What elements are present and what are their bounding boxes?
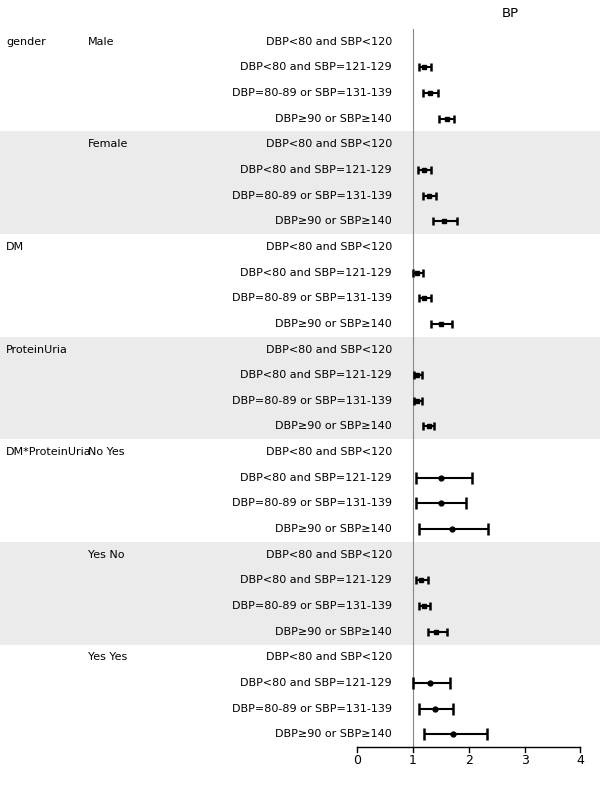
Text: 4: 4 bbox=[577, 754, 584, 767]
Text: DBP<80 and SBP=121-129: DBP<80 and SBP=121-129 bbox=[241, 165, 392, 175]
Text: DBP<80 and SBP<120: DBP<80 and SBP<120 bbox=[266, 652, 392, 662]
Bar bbox=[0, 131, 600, 157]
Bar bbox=[0, 337, 600, 362]
Text: DBP=80-89 or SBP=131-139: DBP=80-89 or SBP=131-139 bbox=[232, 294, 392, 303]
Text: DBP<80 and SBP=121-129: DBP<80 and SBP=121-129 bbox=[241, 678, 392, 688]
Bar bbox=[0, 388, 600, 414]
Text: DBP<80 and SBP=121-129: DBP<80 and SBP=121-129 bbox=[241, 370, 392, 380]
Text: DBP=80-89 or SBP=131-139: DBP=80-89 or SBP=131-139 bbox=[232, 88, 392, 98]
Text: DBP=80-89 or SBP=131-139: DBP=80-89 or SBP=131-139 bbox=[232, 396, 392, 406]
Text: 0: 0 bbox=[353, 754, 361, 767]
Text: DBP≥90 or SBP≥140: DBP≥90 or SBP≥140 bbox=[275, 524, 392, 534]
Text: DBP<80 and SBP<120: DBP<80 and SBP<120 bbox=[266, 37, 392, 46]
Text: Female: Female bbox=[88, 139, 128, 150]
Bar bbox=[0, 567, 600, 594]
Text: ProteinUria: ProteinUria bbox=[6, 345, 68, 354]
Bar bbox=[0, 594, 600, 619]
Bar bbox=[0, 209, 600, 234]
Bar bbox=[0, 157, 600, 182]
Text: DBP=80-89 or SBP=131-139: DBP=80-89 or SBP=131-139 bbox=[232, 704, 392, 714]
Text: DM*ProteinUria: DM*ProteinUria bbox=[6, 447, 92, 457]
Bar bbox=[0, 542, 600, 567]
Text: DBP<80 and SBP=121-129: DBP<80 and SBP=121-129 bbox=[241, 62, 392, 72]
Text: DM: DM bbox=[6, 242, 24, 252]
Bar bbox=[0, 619, 600, 645]
Bar bbox=[0, 182, 600, 209]
Text: DBP<80 and SBP<120: DBP<80 and SBP<120 bbox=[266, 345, 392, 354]
Text: Yes Yes: Yes Yes bbox=[88, 652, 127, 662]
Text: DBP≥90 or SBP≥140: DBP≥90 or SBP≥140 bbox=[275, 319, 392, 329]
Bar bbox=[0, 362, 600, 388]
Text: DBP<80 and SBP<120: DBP<80 and SBP<120 bbox=[266, 139, 392, 150]
Text: DBP<80 and SBP=121-129: DBP<80 and SBP=121-129 bbox=[241, 267, 392, 278]
Text: 3: 3 bbox=[521, 754, 529, 767]
Text: 2: 2 bbox=[465, 754, 473, 767]
Text: DBP≥90 or SBP≥140: DBP≥90 or SBP≥140 bbox=[275, 216, 392, 226]
Text: DBP≥90 or SBP≥140: DBP≥90 or SBP≥140 bbox=[275, 730, 392, 739]
Text: DBP<80 and SBP<120: DBP<80 and SBP<120 bbox=[266, 447, 392, 457]
Text: 1: 1 bbox=[409, 754, 417, 767]
Text: DBP<80 and SBP<120: DBP<80 and SBP<120 bbox=[266, 242, 392, 252]
Text: Yes No: Yes No bbox=[88, 550, 124, 560]
Text: DBP=80-89 or SBP=131-139: DBP=80-89 or SBP=131-139 bbox=[232, 190, 392, 201]
Text: DBP=80-89 or SBP=131-139: DBP=80-89 or SBP=131-139 bbox=[232, 498, 392, 509]
Text: BP: BP bbox=[502, 7, 518, 20]
Text: DBP≥90 or SBP≥140: DBP≥90 or SBP≥140 bbox=[275, 422, 392, 431]
Text: DBP≥90 or SBP≥140: DBP≥90 or SBP≥140 bbox=[275, 626, 392, 637]
Text: DBP≥90 or SBP≥140: DBP≥90 or SBP≥140 bbox=[275, 114, 392, 124]
Text: gender: gender bbox=[6, 37, 46, 46]
Text: DBP<80 and SBP=121-129: DBP<80 and SBP=121-129 bbox=[241, 575, 392, 586]
Text: Male: Male bbox=[88, 37, 115, 46]
Text: DBP<80 and SBP=121-129: DBP<80 and SBP=121-129 bbox=[241, 473, 392, 482]
Text: DBP<80 and SBP<120: DBP<80 and SBP<120 bbox=[266, 550, 392, 560]
Text: DBP=80-89 or SBP=131-139: DBP=80-89 or SBP=131-139 bbox=[232, 601, 392, 611]
Bar bbox=[0, 414, 600, 439]
Text: No Yes: No Yes bbox=[88, 447, 124, 457]
